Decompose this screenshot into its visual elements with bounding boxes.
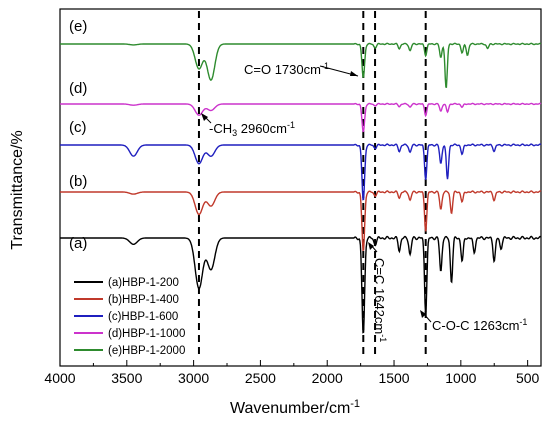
annotation-ch3: -CH3 2960cm-1 [201, 113, 295, 138]
series-line-3 [60, 102, 542, 133]
series-line-2 [60, 143, 542, 201]
legend: (a)HBP-1-200 (b)HBP-1-400 (c)HBP-1-600 (d)H… [74, 277, 185, 357]
svg-text:C=O 1730cm-1: C=O 1730cm-1 [244, 61, 329, 77]
svg-text:C=C 1642cm-1: C=C 1642cm-1 [372, 258, 388, 342]
x-tick-label: 500 [516, 370, 540, 386]
x-tick-label: 1500 [378, 370, 409, 386]
series-line-0 [60, 235, 542, 334]
svg-text:-CH3 2960cm-1: -CH3 2960cm-1 [209, 120, 295, 138]
x-tick-label: 3500 [111, 370, 142, 386]
x-tick-label: 2000 [312, 370, 343, 386]
legend-label-1: (b)HBP-1-400 [108, 294, 179, 306]
panel-label-3: (d) [69, 80, 87, 97]
series-line-4 [60, 42, 542, 89]
annotation-cc: C=C 1642cm-1 [368, 242, 388, 342]
plot-frame [59, 8, 542, 367]
legend-label-0: (a)HBP-1-200 [108, 277, 179, 289]
y-axis-title: Transmittance/% [9, 130, 26, 249]
panel-label-2: (c) [69, 119, 87, 136]
x-axis-title: Wavenumber/cm-1 [230, 398, 360, 417]
x-tick-label: 4000 [44, 370, 75, 386]
panel-label-0: (a) [69, 235, 87, 252]
x-tick-label: 1000 [445, 370, 476, 386]
panel-label-4: (e) [69, 18, 87, 35]
x-tick-label: 3000 [178, 370, 209, 386]
legend-label-2: (c)HBP-1-600 [108, 311, 178, 323]
legend-label-4: (e)HBP-1-2000 [108, 345, 185, 357]
reference-lines [197, 11, 427, 356]
series-line-1 [60, 190, 542, 252]
legend-label-3: (d)HBP-1-1000 [108, 328, 185, 340]
panel-label-1: (b) [69, 173, 87, 190]
svg-text:C-O-C 1263cm-1: C-O-C 1263cm-1 [432, 317, 527, 333]
x-ticks: 4000 3500 3000 2500 2000 1500 1000 500 [44, 360, 540, 386]
panel-labels: (a) (b) (c) (d) (e) [69, 18, 87, 252]
annotation-coc: C-O-C 1263cm-1 [420, 310, 527, 333]
x-tick-label: 2500 [245, 370, 276, 386]
spectra [60, 42, 542, 334]
annotation-co: C=O 1730cm-1 [244, 61, 359, 77]
